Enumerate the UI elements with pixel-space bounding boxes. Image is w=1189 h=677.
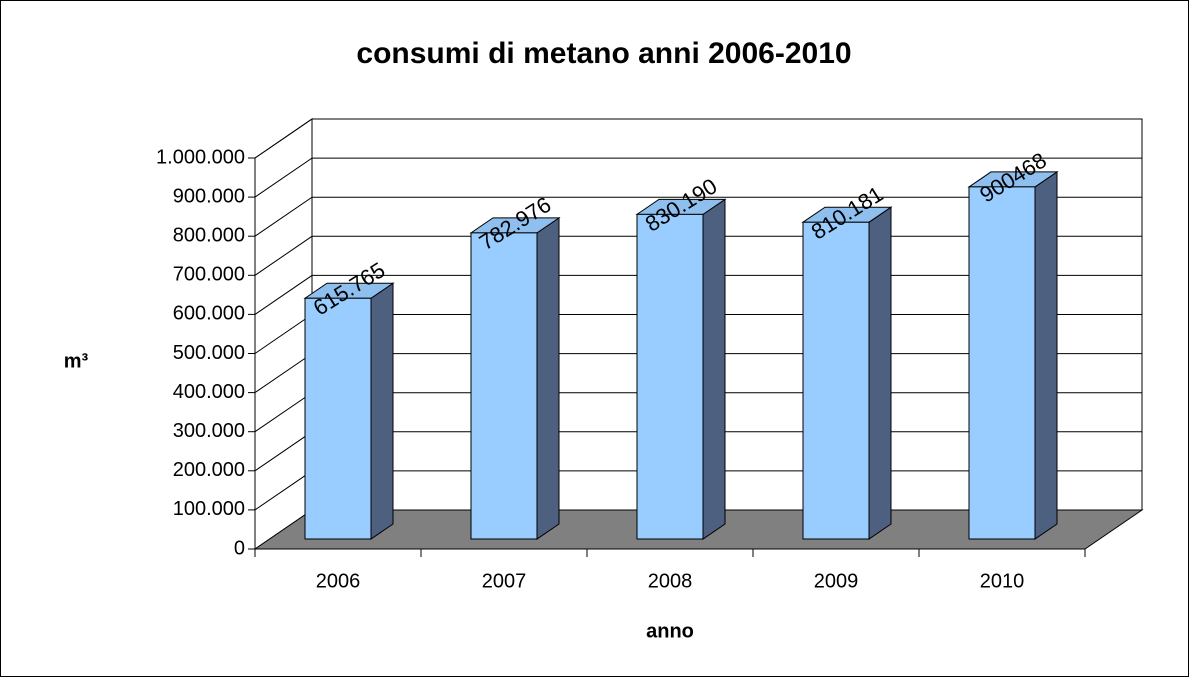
bar [801, 206, 893, 540]
bar-side [536, 216, 560, 540]
y-tick-label: 500.000 [173, 342, 245, 364]
x-tick-label: 2009 [814, 570, 859, 592]
y-tick-label: 0 [234, 537, 245, 559]
x-axis-label: anno [646, 620, 694, 642]
bar-side [1034, 170, 1058, 540]
bar-front [470, 232, 538, 540]
bar [967, 170, 1059, 540]
grid-line [254, 157, 1142, 198]
y-tick-label: 800.000 [173, 224, 245, 246]
grid-line [254, 196, 1142, 237]
bar-front [304, 297, 372, 540]
bar-side [702, 198, 726, 540]
bar [469, 216, 561, 540]
y-tick-label: 400.000 [173, 381, 245, 403]
y-tick-label: 900.000 [173, 185, 245, 207]
x-tick-label: 2010 [980, 570, 1025, 592]
y-tick-label: 700.000 [173, 264, 245, 286]
x-tick-label: 2008 [648, 570, 693, 592]
bar-side [370, 282, 394, 540]
bar-front [968, 186, 1036, 540]
bar [635, 198, 727, 540]
y-tick-label: 100.000 [173, 498, 245, 520]
bar-front [636, 213, 704, 540]
bar-side [868, 206, 892, 540]
x-tick-label: 2007 [482, 570, 527, 592]
y-tick-label: 300.000 [173, 420, 245, 442]
bar-front [802, 221, 870, 540]
y-tick-label: 1.000.000 [156, 146, 245, 168]
y-tick-label: 200.000 [173, 459, 245, 481]
grid-line [254, 118, 1142, 159]
chart-title: consumi di metano anni 2006-2010 [356, 37, 851, 70]
y-axis-label: m³ [64, 350, 89, 372]
y-tick-label: 600.000 [173, 303, 245, 325]
bar [303, 282, 395, 540]
x-tick-label: 2006 [316, 570, 361, 592]
